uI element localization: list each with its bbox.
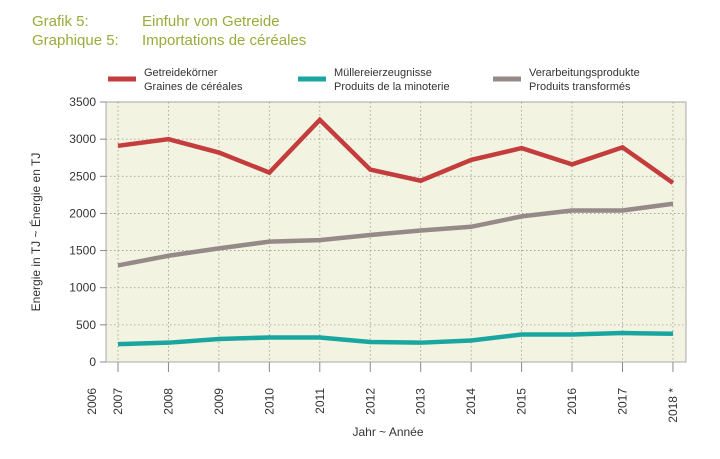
series-line-0 [117, 116, 675, 185]
legend-label-fr: Graines de céréales [144, 81, 243, 93]
legend-label: Getreidekörner [144, 67, 218, 79]
x-tick-label: 2016 [565, 388, 579, 415]
header: Grafik 5: Einfuhr von Getreide Graphique … [32, 12, 306, 50]
y-tick-label: 3500 [69, 95, 96, 109]
x-tick-label: 2012 [363, 388, 377, 415]
y-axis-label: Energie in TJ ~ Énergie en TJ [28, 153, 43, 312]
x-tick-label: 2008 [161, 388, 175, 415]
x-tick-label: 2010 [262, 388, 276, 415]
legend-label-fr: Produits transformés [529, 81, 631, 93]
x-tick-label: 2017 [616, 388, 630, 415]
legend-label-fr: Produits de la minoterie [334, 81, 450, 93]
x-axis-label: Jahr ~ Année [352, 425, 423, 439]
x-tick-label: 2013 [414, 388, 428, 415]
x-tick-label: 2006 [85, 388, 99, 415]
x-tick-label: 2014 [464, 388, 478, 415]
series-line-2 [117, 201, 674, 268]
title-label-de: Grafik 5: [32, 13, 89, 30]
x-tick-label: 2018 * [666, 388, 680, 423]
y-tick-label: 2000 [69, 206, 96, 220]
x-tick-label: 2015 [515, 388, 529, 415]
y-tick-label: 500 [76, 318, 96, 332]
x-tick-label: 2007 [111, 388, 125, 415]
legend-label: Verarbeitungsprodukte [529, 67, 640, 79]
series-line-1 [117, 330, 673, 347]
title-label-fr: Graphique 5: [32, 32, 119, 49]
title-fr: Importations de céréales [142, 32, 307, 49]
y-tick-label: 0 [89, 355, 96, 369]
legend-label: Müllereierzeugnisse [334, 67, 432, 79]
y-tick-label: 1500 [69, 244, 96, 258]
title-de: Einfuhr von Getreide [142, 13, 280, 30]
y-tick-label: 2500 [69, 169, 96, 183]
y-tick-label: 1000 [69, 281, 96, 295]
x-tick-label: 2011 [313, 388, 327, 414]
y-tick-label: 3000 [69, 132, 96, 146]
x-tick-label: 2009 [212, 388, 226, 415]
